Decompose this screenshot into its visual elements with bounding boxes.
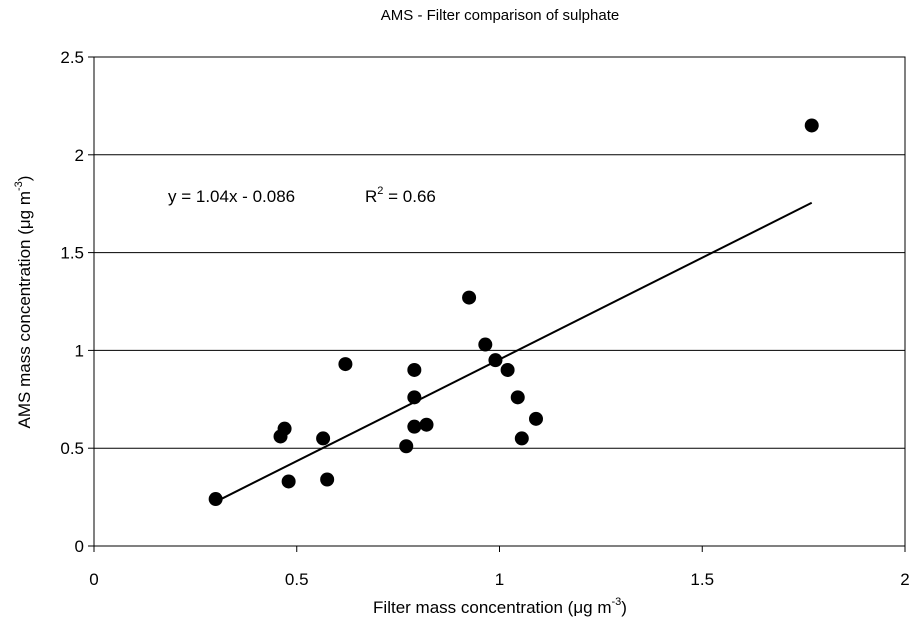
- data-point: [338, 357, 353, 372]
- data-point: [510, 390, 525, 405]
- x-tick-label: 0.5: [285, 570, 309, 589]
- plot-area: [93, 56, 906, 547]
- data-point: [407, 362, 422, 377]
- data-point: [488, 353, 503, 368]
- gridlines: [94, 154, 905, 449]
- trendline: [215, 201, 813, 503]
- y-tick-label: 1.5: [60, 244, 84, 263]
- data-point: [500, 362, 515, 377]
- chart-title: AMS - Filter comparison of sulphate: [381, 7, 619, 24]
- data-point: [407, 419, 422, 434]
- r-squared-label: R2 = 0.66: [365, 185, 436, 206]
- data-point: [277, 421, 292, 436]
- regression-equation: y = 1.04x - 0.086: [168, 187, 295, 206]
- data-point: [208, 492, 223, 507]
- x-axis-label: Filter mass concentration (μg m-3): [373, 596, 627, 617]
- data-point: [462, 290, 477, 305]
- y-tick-label: 1: [75, 341, 84, 360]
- data-point: [478, 337, 493, 352]
- data-point: [316, 431, 331, 446]
- y-axis-label: AMS mass concentration (μg m-3): [13, 176, 34, 429]
- x-ticks: 0 0.5 1 1.5 2: [89, 546, 910, 589]
- data-point: [804, 118, 819, 133]
- data-point: [281, 474, 296, 489]
- x-tick-label: 1: [495, 570, 504, 589]
- trendline-group: [215, 201, 813, 503]
- y-tick-label: 2.5: [60, 48, 84, 67]
- y-tick-label: 0: [75, 537, 84, 556]
- data-point: [514, 431, 529, 446]
- y-ticks: 0 0.5 1 1.5 2 2.5: [60, 48, 94, 556]
- data-point: [320, 472, 335, 487]
- x-tick-label: 1.5: [690, 570, 714, 589]
- data-point: [399, 439, 414, 454]
- data-point: [407, 390, 422, 405]
- y-tick-label: 0.5: [60, 439, 84, 458]
- data-point: [419, 417, 434, 432]
- data-point: [528, 411, 543, 426]
- y-tick-label: 2: [75, 146, 84, 165]
- data-points: [208, 118, 819, 507]
- x-tick-label: 0: [89, 570, 98, 589]
- x-tick-label: 2: [900, 570, 909, 589]
